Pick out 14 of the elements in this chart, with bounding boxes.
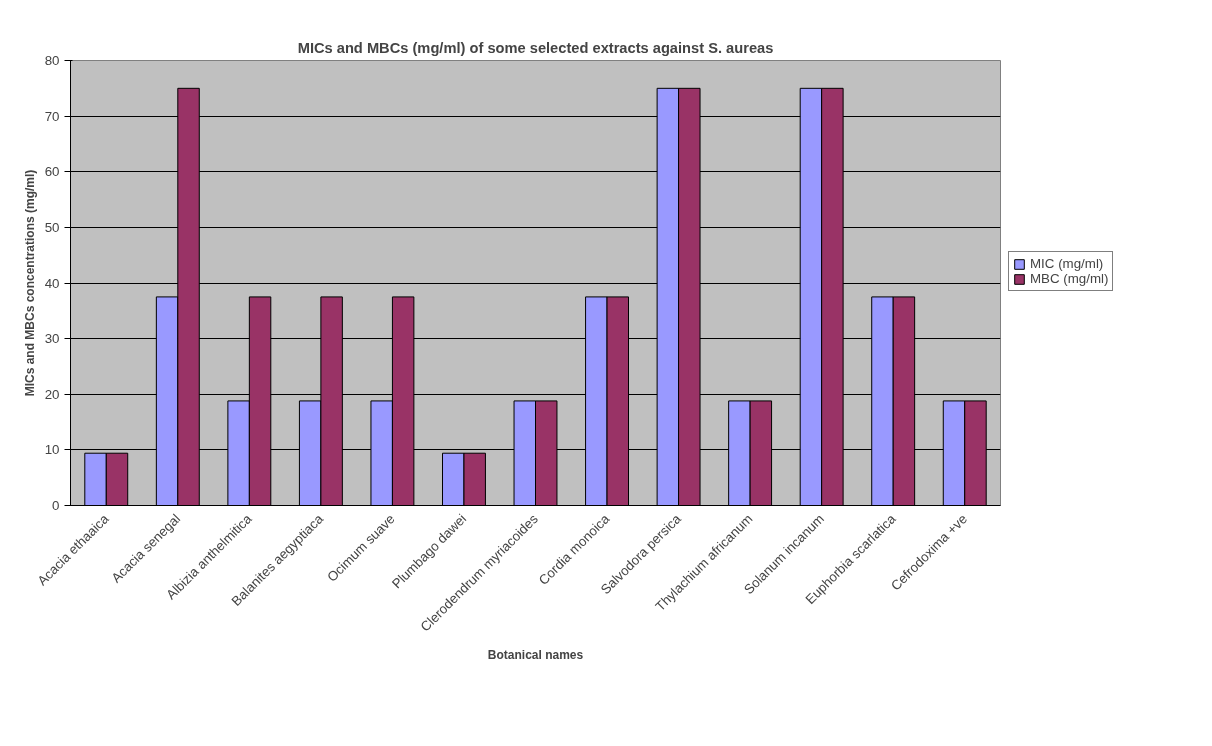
y-tick-label: 40	[44, 275, 60, 291]
y-tick-label: 70	[44, 108, 60, 124]
y-tick-label: 80	[44, 53, 60, 68]
y-tick-label: 20	[44, 386, 60, 402]
y-tick-label: 30	[44, 331, 60, 347]
y-axis-title: MICs and MBCs concentrations (mg/ml)	[22, 169, 37, 397]
y-tick-label: 60	[44, 164, 60, 180]
y-tick-label: 50	[44, 219, 60, 235]
legend-label: MIC (mg/ml)	[1030, 256, 1104, 272]
legend-label: MBC (mg/ml)	[1030, 271, 1109, 287]
y-tick-label: 10	[44, 442, 60, 458]
chart-title: MICs and MBCs (mg/ml) of some selected extracts against S. aureas	[297, 39, 774, 56]
y-tick-label: 0	[52, 498, 60, 513]
x-axis-title: Botanical names	[487, 647, 584, 662]
